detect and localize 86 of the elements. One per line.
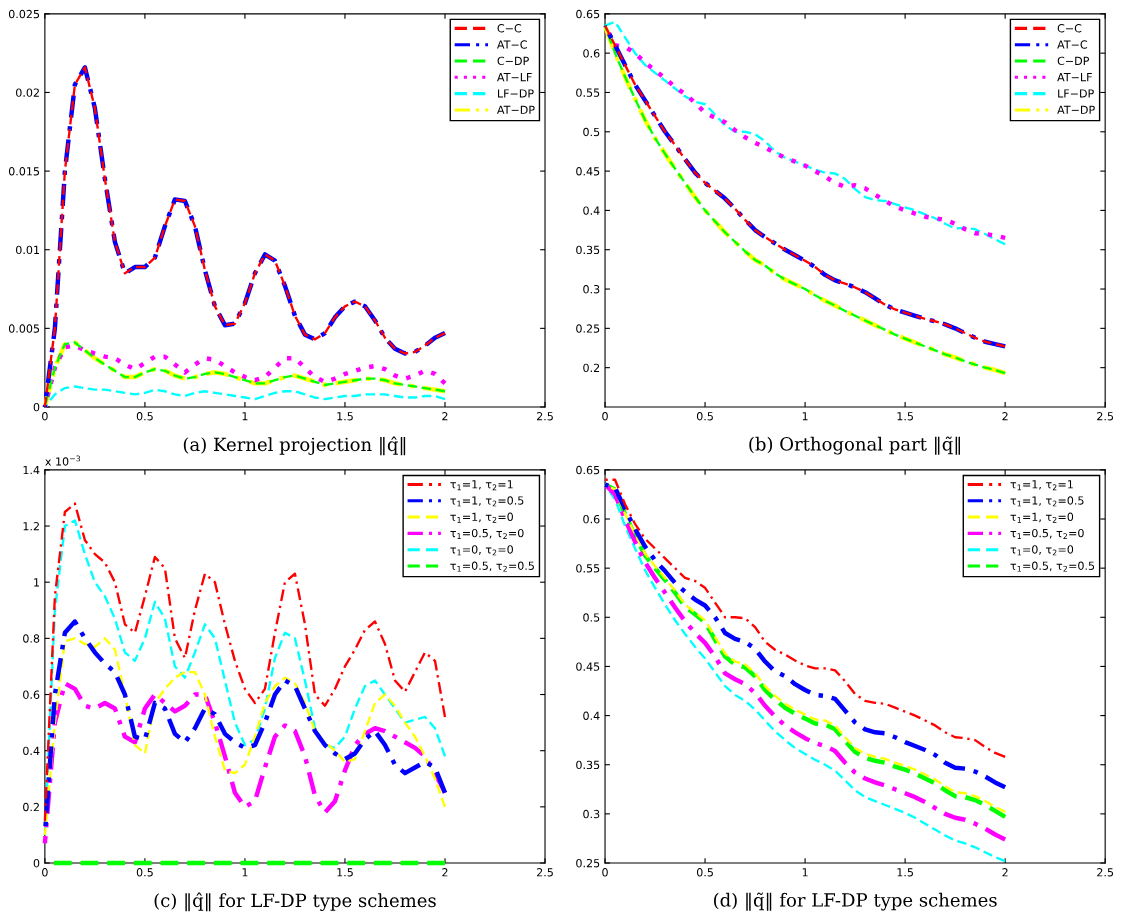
- y-tick-label: 0.25: [576, 324, 600, 333]
- y-tick-label: 0.55: [576, 88, 600, 97]
- x-tick-label: 0: [602, 412, 608, 421]
- legend-label: τ$_{1}$=1, τ$_{2}$=1: [1010, 480, 1073, 491]
- legend-label: τ$_{1}$=0, τ$_{2}$=0: [450, 545, 513, 556]
- legend-label: τ$_{1}$=1, τ$_{2}$=1: [450, 480, 513, 491]
- legend-label: τ$_{1}$=1, τ$_{2}$=0: [450, 512, 513, 523]
- y-tick-label: 0.6: [583, 49, 600, 58]
- x-tick-label: 1: [242, 412, 248, 421]
- x-tick-label: 1: [242, 868, 248, 877]
- legend-label: LF−DP: [1058, 89, 1094, 98]
- legend-label: C−C: [1057, 24, 1082, 33]
- y-tick-label: 0.025: [8, 9, 40, 19]
- legend-label: LF−DP: [498, 89, 534, 98]
- y-tick-label: 0.005: [8, 324, 40, 333]
- x-tick-label: 1.5: [337, 412, 353, 421]
- y-tick-label: 0.35: [576, 760, 600, 770]
- x-tick-label: 0: [602, 868, 608, 877]
- y-tick-label: 0.5: [583, 127, 600, 137]
- y-tick-label: 0.6: [583, 514, 600, 524]
- legend-label: AT−DP: [1057, 105, 1095, 114]
- legend-label: AT−C: [1057, 40, 1088, 49]
- y-tick-label: 0: [33, 858, 40, 868]
- y-tick-label: 0.4: [583, 711, 600, 720]
- y-tick-label: 0.02: [16, 88, 39, 97]
- legend-label: C−C: [497, 24, 522, 33]
- x-tick-label: 1.5: [897, 868, 913, 877]
- y-tick-label: 0.4: [583, 206, 600, 215]
- legend-label: τ$_{1}$=1, τ$_{2}$=0.5: [450, 496, 524, 507]
- legend-label: C−DP: [1057, 56, 1090, 66]
- y-tick-label: 0.3: [583, 285, 600, 294]
- y-tick-label: 0.015: [8, 167, 40, 176]
- x-tick-label: 0: [42, 868, 48, 877]
- x-tick-label: 1: [802, 412, 808, 421]
- x-axis-title: (c) ‖q̂‖ for LF-DP type schemes: [154, 892, 436, 912]
- text: x 10$^{−3}$: [45, 455, 81, 466]
- y-tick-label: 0.3: [583, 809, 600, 819]
- y-tick-label: 0.45: [576, 167, 600, 176]
- y-tick-label: 0.25: [576, 858, 600, 868]
- y-tick-label: 0.65: [576, 465, 600, 475]
- legend-label: AT−DP: [497, 105, 535, 114]
- legend-label: τ$_{1}$=0.5, τ$_{2}$=0: [450, 528, 524, 539]
- legend-label: AT−LF: [497, 73, 532, 82]
- y-tick-label: 0.5: [583, 613, 600, 622]
- y-tick-label: 1.4: [23, 466, 40, 475]
- legend-label: AT−LF: [1057, 73, 1092, 82]
- y-tick-label: 0.2: [23, 802, 39, 812]
- legend-label: AT−C: [497, 40, 527, 49]
- x-tick-label: 2: [1002, 412, 1008, 421]
- legend-label: τ$_{1}$=0.5, τ$_{2}$=0: [1010, 528, 1084, 539]
- y-tick-label: 0: [33, 402, 40, 412]
- x-tick-label: 1.5: [337, 868, 353, 877]
- x-tick-label: 2: [442, 868, 448, 877]
- x-tick-label: 2.5: [537, 412, 553, 421]
- x-tick-label: 2: [442, 412, 448, 421]
- y-tick-label: 0.4: [23, 746, 40, 756]
- x-axis-title: (d) ‖q̃‖ for LF-DP type schemes: [714, 892, 997, 911]
- x-tick-label: 2.5: [537, 868, 553, 877]
- x-tick-label: 0: [42, 412, 48, 421]
- x-tick-label: 2: [1002, 868, 1008, 877]
- legend-label: τ$_{1}$=0.5, τ$_{2}$=0.5: [450, 561, 534, 572]
- legend-label: τ$_{1}$=1, τ$_{2}$=0: [1010, 512, 1074, 523]
- legend-label: C−DP: [497, 56, 529, 66]
- y-tick-label: 1.2: [23, 522, 39, 531]
- x-tick-label: 0.5: [696, 868, 713, 877]
- legend-label: τ$_{1}$=1, τ$_{2}$=0.5: [1010, 496, 1084, 507]
- y-tick-label: 0.35: [576, 245, 600, 255]
- x-tick-label: 0.5: [136, 868, 153, 877]
- x-tick-label: 0.5: [136, 412, 153, 421]
- y-tick-label: 0.45: [576, 662, 600, 671]
- y-tick-label: 0.01: [16, 245, 39, 255]
- y-tick-label: 1: [34, 578, 39, 587]
- legend-label: τ$_{1}$=0, τ$_{2}$=0: [1010, 545, 1074, 556]
- y-tick-label: 0.6: [23, 690, 40, 699]
- x-axis-title: (a) Kernel projection ‖q̂‖: [183, 436, 406, 456]
- x-tick-label: 1.5: [897, 412, 913, 421]
- x-axis-title: (b) Orthogonal part ‖q̃‖: [749, 436, 960, 455]
- x-tick-label: 1: [802, 868, 808, 877]
- y-tick-label: 0.8: [23, 634, 40, 643]
- x-tick-label: 2.5: [1097, 412, 1114, 421]
- x-tick-label: 2.5: [1097, 868, 1114, 877]
- y-tick-label: 0.2: [583, 363, 600, 373]
- legend-label: τ$_{1}$=0.5, τ$_{2}$=0.5: [1010, 561, 1095, 572]
- y-tick-label: 0.55: [576, 564, 600, 573]
- x-tick-label: 0.5: [696, 412, 713, 421]
- y-tick-label: 0.65: [576, 9, 600, 19]
